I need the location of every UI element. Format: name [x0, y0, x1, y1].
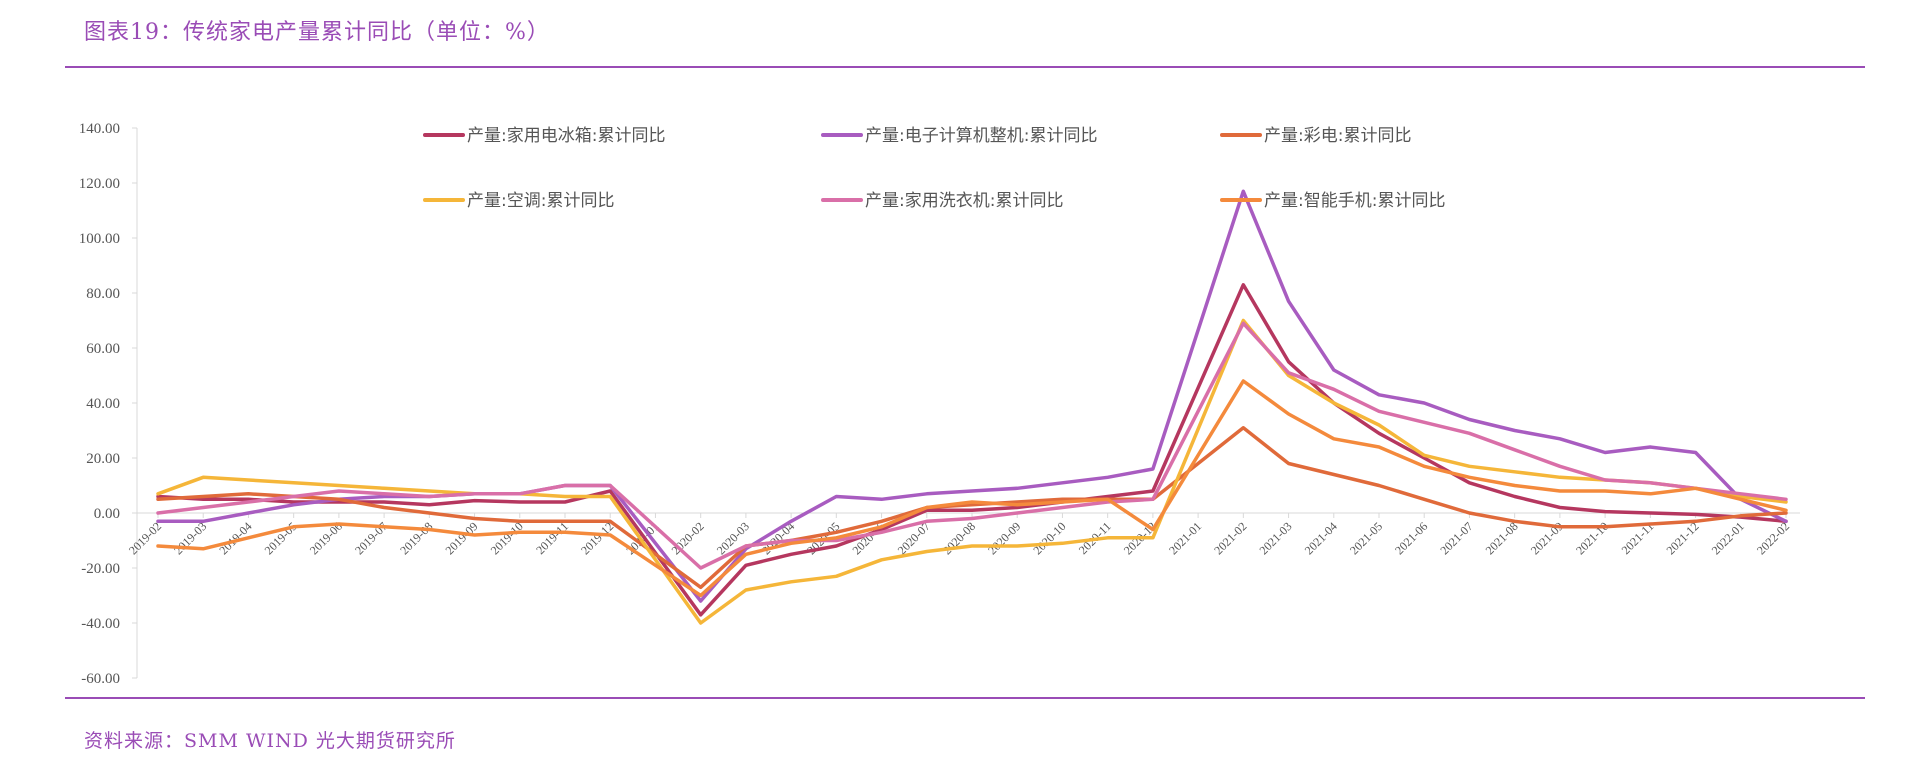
source-note: 资料来源：SMM WIND 光大期货研究所	[84, 730, 456, 752]
series-line-5	[156, 379, 1788, 598]
chart-title: 图表19：传统家电产量累计同比（单位：%）	[84, 20, 550, 45]
x-tick-label: 2021-06	[1392, 519, 1430, 557]
y-tick-label: -20.00	[81, 561, 120, 577]
x-tick-label: 2019-08	[397, 519, 435, 557]
x-tick-label: 2019-10	[488, 519, 526, 557]
legend-label-2: 产量:彩电:累计同比	[1264, 126, 1411, 146]
y-tick-label: 140.00	[79, 121, 120, 137]
y-tick-label: 20.00	[86, 451, 120, 467]
legend-label-4: 产量:家用洗衣机:累计同比	[865, 191, 1063, 211]
legend-label-5: 产量:智能手机:累计同比	[1264, 191, 1445, 211]
header-rule	[65, 66, 1865, 68]
x-tick-label: 2021-05	[1347, 519, 1385, 557]
x-tick-label: 2019-02	[126, 519, 164, 557]
x-tick-label: 2019-12	[578, 519, 616, 557]
x-tick-label: 2020-09	[985, 519, 1023, 557]
x-tick-label: 2021-12	[1663, 519, 1701, 557]
series-line-0	[156, 283, 1788, 617]
y-tick-label: 100.00	[79, 231, 120, 247]
x-tick-label: 2019-03	[171, 519, 209, 557]
series-line-2	[156, 426, 1788, 590]
x-tick-label: 2020-10	[1030, 519, 1068, 557]
legend-label-0: 产量:家用电冰箱:累计同比	[467, 126, 665, 146]
x-tick-label: 2021-04	[1302, 519, 1340, 557]
x-tick-label: 2021-01	[1166, 519, 1204, 557]
series-line-3	[156, 318, 1788, 625]
x-tick-label: 2021-02	[1211, 519, 1249, 557]
series-line-4	[156, 321, 1788, 570]
y-tick-label: 120.00	[79, 176, 120, 192]
x-tick-label: 2022-01	[1709, 519, 1747, 557]
y-tick-label: 40.00	[86, 396, 120, 412]
legend: 产量:家用电冰箱:累计同比 产量:电子计算机整机:累计同比 产量:彩电:累计同比产量…	[423, 126, 1445, 211]
x-tick-label: 2019-05	[262, 519, 300, 557]
y-tick-label: -40.00	[81, 616, 120, 632]
x-tick-label: 2019-11	[533, 519, 571, 557]
x-tick-label: 2020-02	[669, 519, 707, 557]
y-tick-label: -60.00	[81, 671, 120, 687]
x-tick-label: 2021-08	[1483, 519, 1521, 557]
series-lines	[156, 189, 1788, 625]
x-tick-label: 2020-08	[940, 519, 978, 557]
y-tick-label: 80.00	[86, 286, 120, 302]
x-tick-label: 2019-09	[442, 519, 480, 557]
legend-label-3: 产量:空调:累计同比	[467, 191, 614, 211]
x-tick-label: 2021-07	[1437, 519, 1475, 557]
y-tick-label: 60.00	[86, 341, 120, 357]
y-axis: 140.00 120.00 100.00 80.00 60.00 40.00 20.00 0.…	[79, 121, 138, 687]
x-tick-label: 2021-03	[1256, 519, 1294, 557]
y-tick-label: 0.00	[94, 506, 120, 522]
legend-label-1: 产量:电子计算机整机:累计同比	[865, 126, 1097, 146]
x-tick-label: 2021-10	[1573, 519, 1611, 557]
footer-rule	[65, 697, 1865, 699]
x-tick-label: 2022-02	[1754, 519, 1792, 557]
